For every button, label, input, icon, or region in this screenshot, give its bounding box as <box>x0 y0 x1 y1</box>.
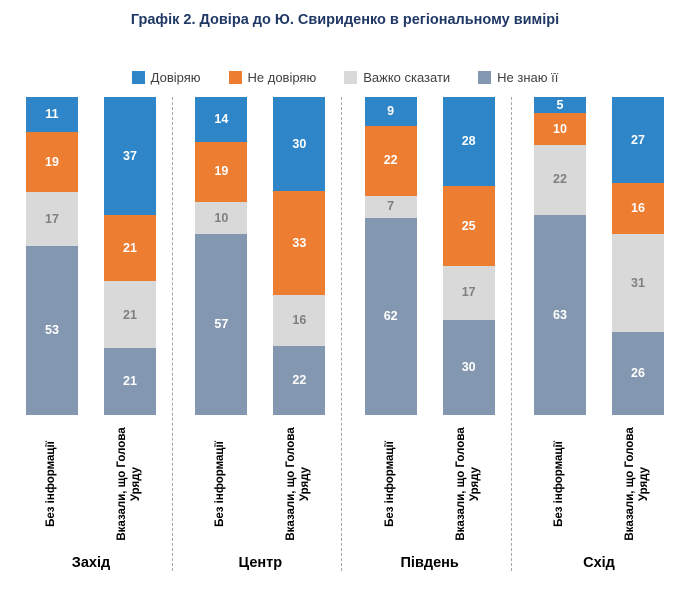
bar-segment-distrust: 33 <box>273 191 326 296</box>
bar-segment-distrust: 21 <box>104 214 156 282</box>
stacked-bar: 30 33 16 22 <box>273 97 326 415</box>
legend-label-dont-know-her: Не знаю її <box>497 70 559 85</box>
region-group: 14 19 10 57 Без інформації 30 33 16 22 Вказали, щ… <box>179 97 343 571</box>
bar-segment-dont-know-her: 21 <box>104 348 156 415</box>
region-label: Південь <box>400 555 459 571</box>
bar-segment-trust: 37 <box>104 97 156 215</box>
legend-item-dont-know-her: Не знаю її <box>478 70 558 85</box>
legend-label-hard-to-say: Важко сказати <box>363 70 451 85</box>
bar-column: 37 21 21 21 Вказали, що Голова Уряду <box>104 97 156 548</box>
bar-axis-label: Вказали, що Голова Уряду <box>454 427 481 541</box>
region-label: Центр <box>238 555 283 571</box>
legend-swatch-distrust-icon <box>228 71 242 84</box>
bar-segment-distrust: 16 <box>611 182 664 234</box>
bar-segment-trust: 9 <box>364 97 417 126</box>
legend-swatch-hard-to-say-icon <box>344 71 358 84</box>
chart: 11 19 17 53 Без інформації 37 21 21 21 Вказали, щ… <box>0 97 690 571</box>
bar-segment-hard-to-say: 31 <box>611 233 664 333</box>
bar-segment-distrust: 10 <box>533 112 586 145</box>
bar-segment-hard-to-say: 17 <box>442 265 495 320</box>
stacked-bar: 14 19 10 57 <box>195 97 248 415</box>
bar-column: 30 33 16 22 Вказали, що Голова Уряду <box>273 97 326 548</box>
bar-axis-label-wrap: Вказали, що Голова Уряду <box>443 420 495 548</box>
bar-segment-hard-to-say: 17 <box>26 192 78 247</box>
bar-segment-trust: 30 <box>273 97 326 192</box>
bar-axis-label-wrap: Без інформації <box>26 420 78 548</box>
bar-segment-distrust: 19 <box>195 141 248 202</box>
bar-segment-dont-know-her: 57 <box>195 233 248 415</box>
stacked-bar: 37 21 21 21 <box>104 97 156 415</box>
legend-swatch-dont-know-her-icon <box>478 71 492 84</box>
bars-row: 11 19 17 53 Без інформації 37 21 21 21 Вказали, щ… <box>26 97 156 548</box>
bar-column: 27 16 31 26 Вказали, що Голова Уряду <box>611 97 664 548</box>
bar-segment-dont-know-her: 62 <box>364 217 417 415</box>
bar-column: 5 10 22 63 Без інформації <box>533 97 586 548</box>
bar-segment-trust: 5 <box>533 97 586 113</box>
bar-segment-dont-know-her: 63 <box>533 214 586 415</box>
legend-item-hard-to-say: Важко сказати <box>344 70 450 85</box>
bar-segment-trust: 28 <box>442 97 495 187</box>
bar-column: 28 25 17 30 Вказали, що Голова Уряду <box>442 97 495 548</box>
legend-item-distrust: Не довіряю <box>228 70 317 85</box>
stacked-bar: 11 19 17 53 <box>26 97 78 415</box>
bar-axis-label: Без інформації <box>45 441 58 527</box>
bar-axis-label: Без інформації <box>383 441 396 527</box>
stacked-bar: 5 10 22 63 <box>533 97 586 415</box>
bar-segment-hard-to-say: 10 <box>195 201 248 234</box>
bar-axis-label-wrap: Вказали, що Голова Уряду <box>104 420 156 548</box>
bars-row: 14 19 10 57 Без інформації 30 33 16 22 Вказали, щ… <box>195 97 326 548</box>
bar-segment-dont-know-her: 53 <box>26 246 78 415</box>
bar-axis-label-wrap: Вказали, що Голова Уряду <box>273 420 325 548</box>
bar-column: 11 19 17 53 Без інформації <box>26 97 78 548</box>
region-group: 5 10 22 63 Без інформації 27 16 31 26 Вказали, що… <box>518 97 680 571</box>
bar-column: 14 19 10 57 Без інформації <box>195 97 248 548</box>
stacked-bar: 27 16 31 26 <box>611 97 664 415</box>
bar-segment-trust: 27 <box>611 97 664 183</box>
bar-segment-hard-to-say: 21 <box>104 281 156 349</box>
bar-segment-dont-know-her: 22 <box>273 345 326 415</box>
bar-segment-hard-to-say: 22 <box>533 144 586 215</box>
bar-axis-label-wrap: Без інформації <box>195 420 247 548</box>
bar-column: 9 22 7 62 Без інформації <box>364 97 417 548</box>
bar-axis-label: Вказали, що Голова Уряду <box>624 427 650 541</box>
stacked-bar: 9 22 7 62 <box>364 97 417 415</box>
bar-segment-distrust: 25 <box>442 186 495 266</box>
legend-label-distrust: Не довіряю <box>247 70 317 85</box>
legend-item-trust: Довіряю <box>131 70 201 85</box>
bars-row: 9 22 7 62 Без інформації 28 25 17 30 Вказали, що … <box>364 97 495 548</box>
bar-axis-label: Вказали, що Голова Уряду <box>285 427 312 541</box>
bar-axis-label: Без інформації <box>214 441 227 527</box>
bar-segment-trust: 11 <box>26 97 78 132</box>
bar-segment-distrust: 19 <box>26 131 78 193</box>
region-label: Захід <box>71 555 111 571</box>
bar-segment-dont-know-her: 30 <box>442 319 495 415</box>
bars-row: 5 10 22 63 Без інформації 27 16 31 26 Вказали, що… <box>533 97 664 548</box>
bar-axis-label-wrap: Без інформації <box>365 420 417 548</box>
bar-segment-distrust: 22 <box>364 125 417 196</box>
bar-axis-label: Без інформації <box>553 441 566 527</box>
bar-segment-dont-know-her: 26 <box>611 332 664 415</box>
bar-axis-label: Вказали, що Голова Уряду <box>116 427 142 541</box>
region-group: 11 19 17 53 Без інформації 37 21 21 21 Вказали, щ… <box>10 97 173 571</box>
region-label: Схід <box>583 555 615 571</box>
bar-axis-label-wrap: Без інформації <box>534 420 586 548</box>
region-group: 9 22 7 62 Без інформації 28 25 17 30 Вказали, що … <box>349 97 512 571</box>
legend-label-trust: Довіряю <box>150 70 201 85</box>
chart-title: Графік 2. Довіра до Ю. Свириденко в регі… <box>130 12 560 28</box>
bar-segment-trust: 14 <box>195 97 248 142</box>
bar-segment-hard-to-say: 7 <box>364 195 417 218</box>
stacked-bar: 28 25 17 30 <box>442 97 495 415</box>
bar-axis-label-wrap: Вказали, що Голова Уряду <box>612 420 664 548</box>
legend: Довіряю Не довіряю Важко сказати Не знаю… <box>0 70 690 85</box>
bar-segment-hard-to-say: 16 <box>273 295 326 346</box>
legend-swatch-trust-icon <box>131 71 145 84</box>
